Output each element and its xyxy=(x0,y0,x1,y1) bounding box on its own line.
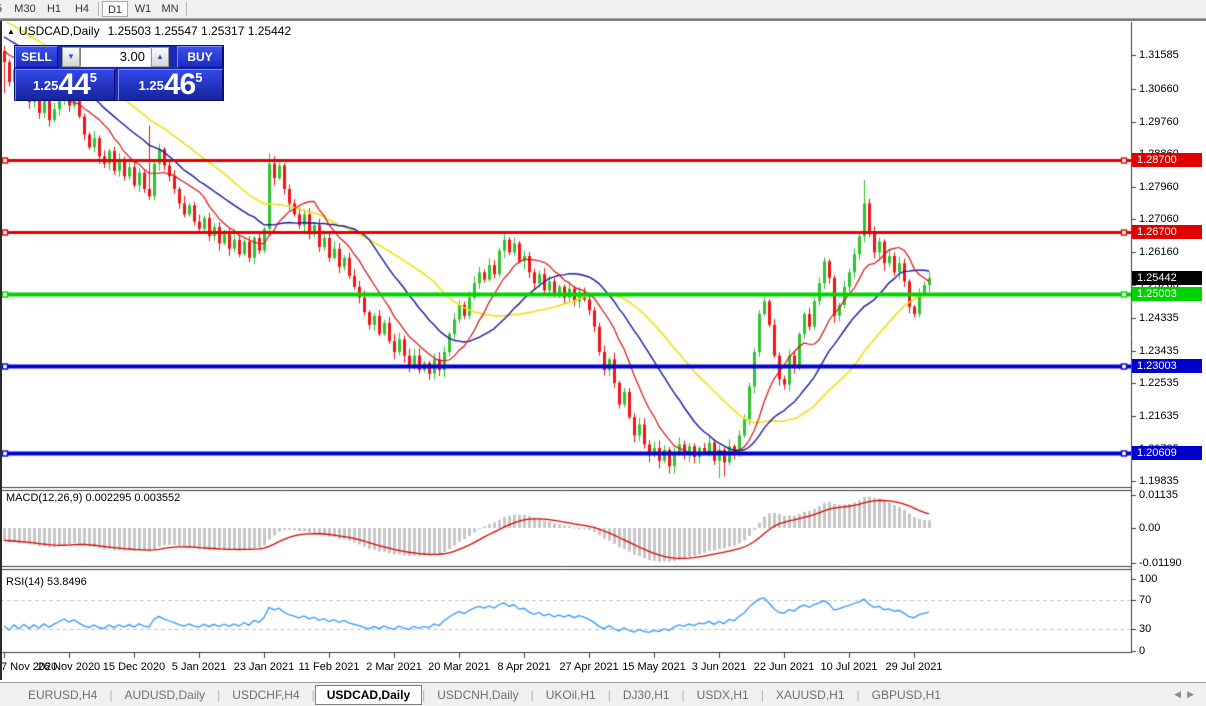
bid-pip-digit: 5 xyxy=(89,70,97,85)
chart-tab-dj30[interactable]: DJ30,H1 xyxy=(622,687,670,702)
price-tick-label: 1.19835 xyxy=(1139,475,1179,488)
date-tick-label: 20 Mar 2021 xyxy=(428,661,490,673)
timeframe-button-w1[interactable]: W1 xyxy=(134,3,152,15)
price-tick-label: 1.23435 xyxy=(1139,344,1179,357)
date-tick-label: 8 Apr 2021 xyxy=(497,661,551,673)
price-tick-label: 1.24335 xyxy=(1139,312,1179,325)
chart-tab-usdcnh[interactable]: USDCNH,Daily xyxy=(437,687,519,702)
date-tick-label: 7 Nov 2020 xyxy=(1,661,58,673)
tab-separator: | xyxy=(681,687,685,702)
ask-big-digits: 46 xyxy=(163,68,196,101)
hline-price-flag: 1.28700 xyxy=(1132,153,1202,167)
timeframe-button-m30[interactable]: M30 xyxy=(14,3,36,15)
chart-tab-xauusd[interactable]: XAUUSD,H1 xyxy=(775,687,845,702)
lot-size-input[interactable]: 3.00 xyxy=(80,47,151,67)
timeframe-button-d1[interactable]: D1 xyxy=(102,1,128,17)
tab-separator: | xyxy=(109,687,113,702)
chart-tab-usdchf[interactable]: USDCHF,H4 xyxy=(232,687,300,702)
price-tick-label: 1.27960 xyxy=(1139,180,1179,193)
tab-separator: | xyxy=(422,687,426,702)
toolbar-separator xyxy=(186,2,187,16)
tab-scroll-right-icon: ▶ xyxy=(1187,689,1200,699)
date-tick-label: 23 Jan 2021 xyxy=(233,661,295,673)
price-tick-label: 1.22535 xyxy=(1139,377,1179,390)
tab-separator: | xyxy=(311,687,315,702)
date-tick-label: 3 Jun 2021 xyxy=(691,661,747,673)
lot-increase-button[interactable]: ▲ xyxy=(151,47,169,67)
timeframe-button-h4[interactable]: H4 xyxy=(74,3,90,15)
tab-separator: | xyxy=(217,687,221,702)
rsi-tick-label: 100 xyxy=(1139,572,1158,585)
rsi-indicator-label: RSI(14) 53.8496 xyxy=(6,576,87,588)
one-click-trading-panel: SELL ▼ 3.00 ▲ BUY 1.25445 1.25465 xyxy=(14,45,224,101)
bid-quote-button[interactable]: 1.25445 xyxy=(15,69,115,101)
hline-price-flag: 1.23003 xyxy=(1132,359,1202,374)
ask-pip-digit: 5 xyxy=(195,70,203,85)
date-tick-label: 5 Jan 2021 xyxy=(171,661,227,673)
timeframe-toolbar: 5 M30 H1 H4 D1 W1 MN xyxy=(0,0,1206,19)
tab-separator: | xyxy=(530,687,534,702)
chart-title: ▲ USDCAD,Daily 1.25503 1.25547 1.25317 1.2… xyxy=(7,24,291,38)
chart-tab-eurusd[interactable]: EURUSD,H4 xyxy=(28,687,98,702)
date-tick-label: 22 Jun 2021 xyxy=(753,661,815,673)
hline-price-flag: 1.20609 xyxy=(1132,446,1202,461)
chart-tab-gbpusd[interactable]: GBPUSD,H1 xyxy=(871,687,941,702)
chart-tab-ukoil[interactable]: UKOil,H1 xyxy=(545,687,596,702)
window-left-border xyxy=(0,21,2,680)
sell-button[interactable]: SELL xyxy=(15,46,58,68)
date-tick-label: 15 May 2021 xyxy=(622,661,686,673)
price-tick-label: 1.26160 xyxy=(1139,246,1179,259)
bid-prefix: 1.25 xyxy=(33,78,59,93)
date-tick-label: 26 Nov 2020 xyxy=(37,661,101,673)
bid-big-digits: 44 xyxy=(58,68,90,101)
date-tick-label: 27 Apr 2021 xyxy=(559,661,619,673)
rsi-tick-label: 0 xyxy=(1139,644,1146,657)
chart-tab-usdx[interactable]: USDX,H1 xyxy=(696,687,749,702)
tab-separator: | xyxy=(856,687,860,702)
macd-tick-label: 0.01135 xyxy=(1139,488,1178,501)
trade-panel-top-row: SELL ▼ 3.00 ▲ BUY xyxy=(15,46,223,68)
ask-quote-button[interactable]: 1.25465 xyxy=(118,69,223,101)
timeframe-button-mn[interactable]: MN xyxy=(161,3,179,15)
hline-price-flag: 1.25003 xyxy=(1132,286,1202,301)
chart-tab-usdcad[interactable]: USDCAD,Daily xyxy=(314,684,423,705)
tabbar-scroll-arrows[interactable]: ◀▶ xyxy=(1174,689,1200,700)
window-top-border xyxy=(0,19,1206,21)
date-tick-label: 11 Feb 2021 xyxy=(298,661,360,673)
macd-indicator-label: MACD(12,26,9) 0.002295 0.003552 xyxy=(6,492,181,504)
buy-button[interactable]: BUY xyxy=(177,46,223,68)
date-tick-label: 2 Mar 2021 xyxy=(366,661,422,673)
price-tick-label: 1.27060 xyxy=(1139,213,1179,226)
price-tick-label: 1.21635 xyxy=(1139,409,1179,422)
date-tick-label: 29 Jul 2021 xyxy=(885,661,943,673)
current-price-flag: 1.25442 xyxy=(1132,271,1202,286)
hline-price-flag: 1.26700 xyxy=(1132,225,1202,240)
timeframe-button-5[interactable]: 5 xyxy=(0,1,6,17)
chart-ohlc-values: 1.25503 1.25547 1.25317 1.25442 xyxy=(107,24,292,38)
macd-tick-label: 0.00 xyxy=(1139,522,1161,534)
toolbar-separator xyxy=(98,2,99,16)
timeframe-button-h1[interactable]: H1 xyxy=(46,3,62,15)
price-tick-label: 1.29760 xyxy=(1139,115,1179,128)
tab-scroll-left-icon: ◀ xyxy=(1174,689,1188,699)
chart-tab-audusd[interactable]: AUDUSD,Daily xyxy=(124,687,206,702)
ask-prefix: 1.25 xyxy=(138,78,164,93)
price-tick-label: 1.31585 xyxy=(1139,49,1179,62)
date-tick-label: 10 Jul 2021 xyxy=(820,661,878,673)
price-tick-label: 1.30660 xyxy=(1139,83,1179,95)
rsi-tick-label: 70 xyxy=(1139,594,1152,607)
tab-separator: | xyxy=(760,687,764,702)
collapse-arrow-icon[interactable]: ▲ xyxy=(7,27,15,36)
date-tick-label: 15 Dec 2020 xyxy=(102,661,166,673)
macd-tick-label: -0.01190 xyxy=(1139,556,1182,569)
lot-decrease-button[interactable]: ▼ xyxy=(62,47,80,67)
rsi-tick-label: 30 xyxy=(1139,622,1152,635)
chart-symbol-label: USDCAD,Daily xyxy=(18,24,100,38)
trade-panel-quote-row: 1.25445 1.25465 xyxy=(15,69,223,101)
chart-tabbar: EURUSD,H4 | AUDUSD,Daily | USDCHF,H4 | USDCAD,… xyxy=(0,682,1206,706)
tab-separator: | xyxy=(607,687,611,702)
